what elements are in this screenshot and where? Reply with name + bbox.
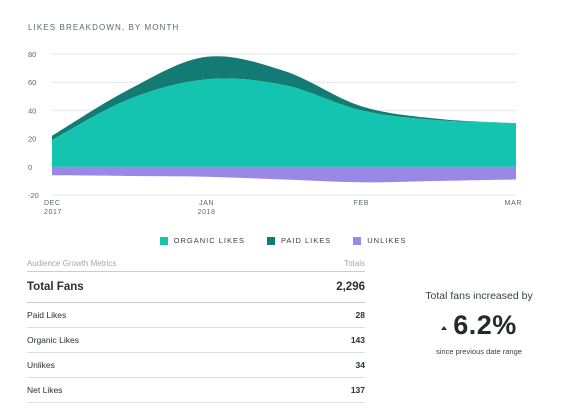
series-area-paid-likes (52, 56, 516, 140)
up-arrow-icon (441, 325, 448, 330)
legend-swatch-paid (266, 236, 275, 245)
metric-label: Net Likes (27, 385, 63, 395)
metric-value: 143 (350, 335, 365, 345)
summary-label: Total fans increased by (425, 290, 533, 302)
metrics-header-totals: Totals (344, 258, 365, 268)
legend-label-organic: ORGANIC LIKES (173, 236, 245, 245)
metric-value: 137 (350, 385, 365, 395)
legend-item-unlikes[interactable]: UNLIKES (353, 236, 406, 245)
metric-row-total-fans: Total Fans 2,296 (27, 272, 365, 303)
legend-item-organic[interactable]: ORGANIC LIKES (159, 236, 245, 245)
metrics-header-label: Audience Growth Metrics (27, 258, 117, 268)
summary-subtext: since previous date range (436, 347, 522, 356)
metric-label: Organic Likes (27, 335, 79, 345)
metric-value: 34 (355, 360, 365, 370)
metric-row-paid-likes: Paid Likes 28 (27, 303, 365, 328)
series-area-unlikes (52, 166, 516, 183)
y-tick-label: 60 (28, 78, 36, 87)
series-area-organic-likes (52, 78, 516, 167)
legend-swatch-organic (159, 236, 168, 245)
metric-value: 28 (355, 310, 365, 320)
metric-value: 2,296 (336, 281, 365, 293)
chart-title: LIKES BREAKDOWN, BY MONTH (28, 23, 180, 32)
metric-label: Total Fans (27, 281, 84, 293)
legend-label-unlikes: UNLIKES (367, 236, 407, 245)
x-tick-label: 2017 (44, 209, 62, 216)
legend-item-paid[interactable]: PAID LIKES (266, 236, 332, 245)
audience-growth-metrics-table: Audience Growth Metrics Totals Total Fan… (27, 255, 365, 403)
legend-swatch-unlikes (353, 236, 362, 245)
metrics-header: Audience Growth Metrics Totals (27, 255, 365, 272)
x-tick-label: 2018 (198, 209, 216, 216)
metric-row-unlikes: Unlikes 34 (27, 353, 365, 378)
metric-row-net-likes: Net Likes 137 (27, 378, 365, 403)
metric-row-organic-likes: Organic Likes 143 (27, 328, 365, 353)
chart-legend: ORGANIC LIKES PAID LIKES UNLIKES (0, 236, 566, 245)
metric-label: Paid Likes (27, 310, 67, 320)
likes-area-chart: -20 0 20 40 60 80 DEC 2017 JAN 2018 FEB MAR (28, 50, 522, 216)
y-tick-label: 80 (28, 50, 36, 59)
summary-value-wrap: 6.2% (405, 310, 553, 341)
y-tick-label: 40 (28, 106, 36, 115)
x-tick-label: DEC (44, 200, 61, 207)
y-tick-label: 20 (28, 135, 36, 144)
metric-label: Unlikes (27, 360, 55, 370)
x-tick-label: JAN (199, 200, 214, 207)
x-tick-label: FEB (354, 200, 369, 207)
summary-value: 6.2% (453, 310, 517, 340)
y-tick-label: 0 (28, 163, 32, 172)
x-tick-label: MAR (505, 200, 522, 207)
y-tick-label: -20 (28, 191, 39, 200)
legend-label-paid: PAID LIKES (280, 236, 332, 245)
growth-summary: Total fans increased by 6.2% since previ… (405, 290, 553, 356)
